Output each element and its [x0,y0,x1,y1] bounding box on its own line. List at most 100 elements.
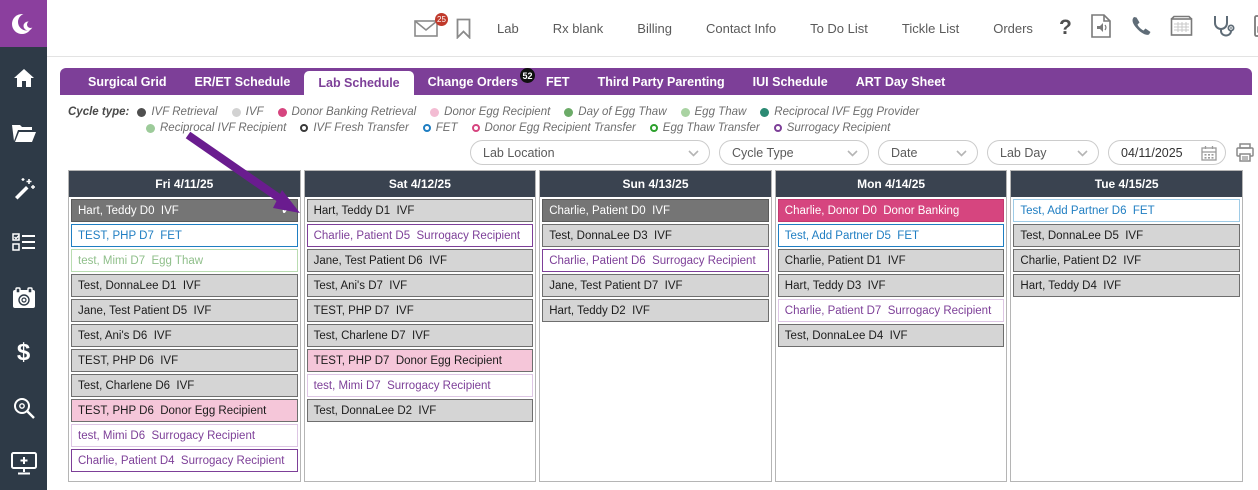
filter-dropdown-lab-location[interactable]: Lab Location [470,140,710,165]
schedule-cell-test-php-d7[interactable]: TEST, PHP D7 IVF [306,299,534,322]
legend-label: Donor Egg Recipient [444,106,551,118]
sidebar-nav: $ [0,65,47,476]
toolbar-document-audio-button[interactable] [1090,13,1112,43]
toolbar-help-button[interactable]: ? [1059,16,1072,40]
schedule-cell-hart-teddy-d0[interactable]: Hart, Teddy D0 IVF ✔ [71,199,298,222]
sidebar-item-patients-folder[interactable] [10,120,38,146]
schedule-cell-charlie-patient-d2[interactable]: Charlie, Patient D2 IVF [1013,249,1240,272]
left-sidebar: $ [0,0,47,490]
toolbar-phone-button[interactable] [1130,15,1152,42]
schedule-column-tue-4-15-25: Tue 4/15/25 Test, Add Partner D6 FET Test,… [1010,170,1243,482]
cell-label: TEST, PHP D6 Donor Egg Recipient [78,404,267,417]
sidebar-item-billing-dollar[interactable]: $ [10,340,38,366]
dropdown-label: Cycle Type [732,145,794,160]
schedule-cell-test-mimi-d6[interactable]: test, Mimi D6 Surrogacy Recipient [71,424,298,447]
schedule-cell-test-donnalee-d5[interactable]: Test, DonnaLee D5 IVF [1013,224,1240,247]
topbar-link-lab[interactable]: Lab [497,20,519,36]
sidebar-item-magic-wand[interactable] [10,175,38,201]
schedule-cell-charlie-patient-d0[interactable]: Charlie, Patient D0 IVF [542,199,769,222]
topbar-link-rx-blank[interactable]: Rx blank [552,20,604,36]
cell-label: Test, Add Partner D6 FET [1020,204,1155,217]
dropdown-label: Lab Location [483,145,555,160]
toolbar-stethoscope-button[interactable] [1211,14,1235,43]
filled-dot-icon [277,107,287,117]
schedule-cell-test-ani-s-d6[interactable]: Test, Ani's D6 IVF [71,324,298,347]
schedule-cell-jane-test-patient-d6[interactable]: Jane, Test Patient D6 IVF [306,249,534,272]
topbar-link-orders[interactable]: Orders [993,20,1033,36]
topbar-link-to-do-list[interactable]: To Do List [810,20,868,36]
sidebar-item-home[interactable] [10,65,38,91]
cell-label: Hart, Teddy D2 IVF [549,304,650,317]
schedule-cell-charlie-patient-d7[interactable]: Charlie, Patient D7 Surrogacy Recipient [777,299,1005,322]
schedule-cell-jane-test-patient-d5[interactable]: Jane, Test Patient D5 IVF [71,299,298,322]
legend-title: Cycle type: [68,106,130,118]
schedule-cell-test-donnalee-d1[interactable]: Test, DonnaLee D1 IVF [71,274,298,297]
schedule-cell-hart-teddy-d3[interactable]: Hart, Teddy D3 IVF [777,274,1005,297]
topbar-link-billing[interactable]: Billing [637,20,672,36]
filled-dot-icon [231,107,241,117]
tab-label: IUI Schedule [752,74,828,89]
schedule-cell-charlie-patient-d4[interactable]: Charlie, Patient D4 Surrogacy Recipient [71,449,298,472]
cell-label: Test, DonnaLee D2 IVF [313,404,437,417]
schedule-cell-hart-teddy-d1[interactable]: Hart, Teddy D1 IVF [306,199,534,222]
sidebar-item-calendar[interactable] [10,285,38,311]
sidebar-item-order-checklist[interactable] [10,230,38,256]
legend-item-reciprocal-ivf-recipient: Reciprocal IVF Recipient [146,122,286,134]
toolbar-schedule-calendar-button[interactable] [1170,15,1193,42]
schedule-cell-charlie-donor-d0[interactable]: Charlie, Donor D0 Donor Banking [777,199,1005,222]
tab-label: Third Party Parenting [597,74,725,89]
schedule-cell-test-php-d7[interactable]: TEST, PHP D7 Donor Egg Recipient [306,349,534,372]
schedule-cell-charlie-patient-d5[interactable]: Charlie, Patient D5 Surrogacy Recipient [306,224,534,247]
schedule-cell-charlie-patient-d6[interactable]: Charlie, Patient D6 Surrogacy Recipient [542,249,769,272]
schedule-cell-jane-test-patient-d7[interactable]: Jane, Test Patient D7 IVF [542,274,769,297]
tab-iui-schedule[interactable]: IUI Schedule [739,68,842,95]
tab-art-day-sheet[interactable]: ART Day Sheet [842,68,960,95]
legend-item-ivf-retrieval: IVF Retrieval [137,106,218,118]
schedule-cell-hart-teddy-d2[interactable]: Hart, Teddy D2 IVF [542,299,769,322]
topbar-link-tickle-list[interactable]: Tickle List [901,20,960,36]
schedule-cell-test-charlene-d7[interactable]: Test, Charlene D7 IVF [306,324,534,347]
toolbar-fax-device-button[interactable] [1253,14,1258,43]
sidebar-item-search[interactable] [10,395,38,421]
schedule-cell-test-php-d6[interactable]: TEST, PHP D6 Donor Egg Recipient [71,399,298,422]
stethoscope-icon [1211,14,1235,43]
print-button[interactable] [1235,142,1255,163]
sidebar-item-workstation-add[interactable] [10,450,38,476]
legend-item-egg-thaw: Egg Thaw [680,106,746,118]
cell-label: Charlie, Patient D0 IVF [549,204,670,217]
schedule-cell-test-donnalee-d4[interactable]: Test, DonnaLee D4 IVF [777,324,1005,347]
schedule-cell-test-donnalee-d3[interactable]: Test, DonnaLee D3 IVF [542,224,769,247]
tab-surgical-grid[interactable]: Surgical Grid [74,68,181,95]
bookmark-icon[interactable] [456,18,471,39]
tab-change-orders[interactable]: Change Orders 52 [414,68,535,95]
cell-label: Test, Ani's D7 IVF [313,279,408,292]
schedule-cell-test-mimi-d7[interactable]: test, Mimi D7 Egg Thaw [71,249,298,272]
schedule-cell-test-ani-s-d7[interactable]: Test, Ani's D7 IVF [306,274,534,297]
schedule-cell-test-add-partner-d6[interactable]: Test, Add Partner D6 FET [1013,199,1240,222]
filter-dropdown-date[interactable]: Date [878,140,978,165]
filter-dropdown-cycle-type[interactable]: Cycle Type [719,140,869,165]
legend-label: Day of Egg Thaw [578,106,667,118]
tab-er-et-schedule[interactable]: ER/ET Schedule [181,68,305,95]
schedule-cell-test-add-partner-d5[interactable]: Test, Add Partner D5 FET [777,224,1005,247]
app-logo[interactable] [0,0,47,47]
chevron-down-icon [1077,146,1088,160]
schedule-cell-hart-teddy-d4[interactable]: Hart, Teddy D4 IVF [1013,274,1240,297]
date-input[interactable]: 04/11/2025 [1108,140,1226,165]
chevron-down-icon [956,146,967,160]
schedule-cell-test-php-d6[interactable]: TEST, PHP D6 IVF [71,349,298,372]
filter-dropdown-lab-day[interactable]: Lab Day [987,140,1099,165]
messages-icon[interactable]: 25 [414,12,448,37]
schedule-cell-test-php-d7[interactable]: TEST, PHP D7 FET [71,224,298,247]
schedule-cell-test-charlene-d6[interactable]: Test, Charlene D6 IVF [71,374,298,397]
cell-label: TEST, PHP D7 FET [78,229,182,242]
schedule-cell-charlie-patient-d1[interactable]: Charlie, Patient D1 IVF [777,249,1005,272]
search-icon [12,396,36,420]
tab-fet[interactable]: FET [532,68,584,95]
schedule-cell-test-donnalee-d2[interactable]: Test, DonnaLee D2 IVF [306,399,534,422]
topbar-link-contact-info[interactable]: Contact Info [705,20,777,36]
schedule-cell-test-mimi-d7[interactable]: test, Mimi D7 Surrogacy Recipient [306,374,534,397]
schedule-column-sun-4-13-25: Sun 4/13/25 Charlie, Patient D0 IVF Test, … [539,170,772,482]
tab-lab-schedule[interactable]: Lab Schedule [304,71,414,95]
tab-third-party-parenting[interactable]: Third Party Parenting [584,68,739,95]
